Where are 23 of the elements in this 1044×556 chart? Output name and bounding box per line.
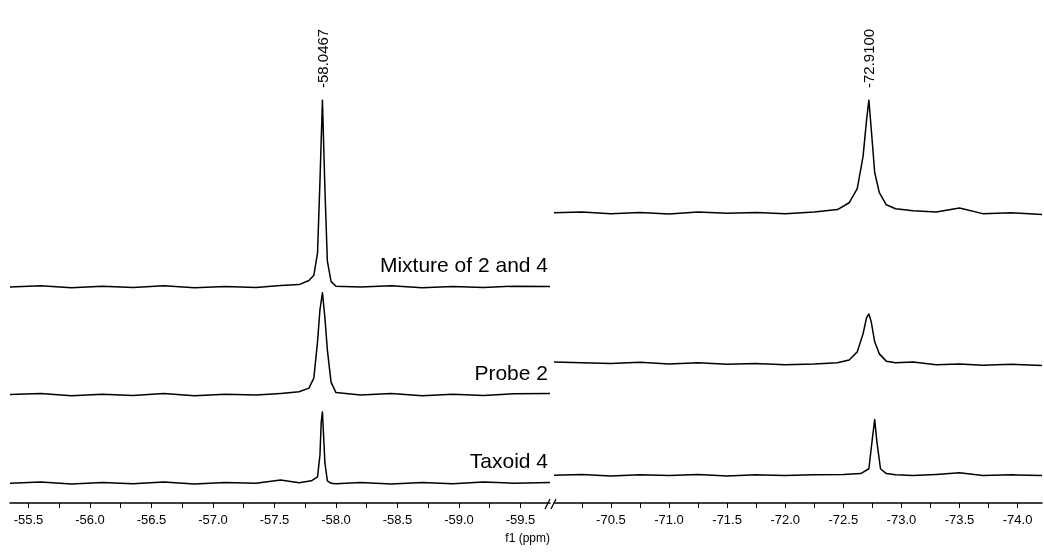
x-tick-label: -70.5 bbox=[596, 512, 626, 527]
x-tick-label: -59.0 bbox=[444, 512, 474, 527]
x-tick-label: -72.0 bbox=[770, 512, 801, 527]
x-tick-label: -58.5 bbox=[382, 512, 413, 527]
x-tick-label: -71.0 bbox=[654, 512, 684, 527]
x-tick-label: -73.0 bbox=[886, 512, 917, 527]
x-tick-label: -74.0 bbox=[1002, 512, 1033, 527]
annotation: -72.9100 bbox=[860, 28, 878, 88]
series-label: Probe 2 bbox=[474, 360, 548, 384]
x-tick-label: -72.5 bbox=[828, 512, 859, 527]
annotation: -58.0467 bbox=[313, 28, 331, 88]
x-tick-label: -56.0 bbox=[75, 512, 105, 527]
x-tick-label: -71.5 bbox=[712, 512, 742, 527]
x-tick-label: -56.5 bbox=[136, 512, 167, 527]
x-axis-title: f1 (ppm) bbox=[505, 531, 550, 545]
x-tick-label: -55.5 bbox=[13, 512, 44, 527]
x-tick-label: -58.0 bbox=[321, 512, 351, 527]
x-tick-label: -59.5 bbox=[505, 512, 536, 527]
series-label: Taxoid 4 bbox=[469, 449, 549, 473]
x-tick-label: -57.5 bbox=[259, 512, 290, 527]
series-label: Mixture of 2 and 4 bbox=[379, 252, 549, 276]
x-tick-label: -73.5 bbox=[944, 512, 975, 527]
x-tick-label: -57.0 bbox=[198, 512, 228, 527]
